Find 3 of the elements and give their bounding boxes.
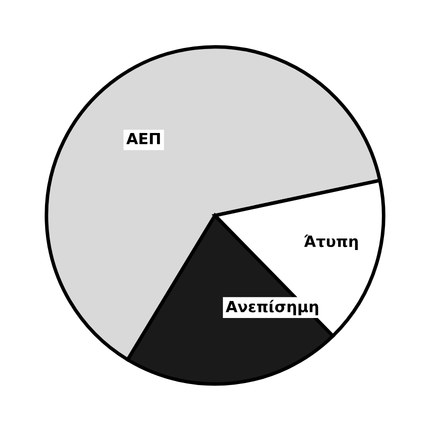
slice-label: Άτυπη: [304, 234, 358, 250]
slice-label: ΑΕΠ: [126, 133, 160, 144]
slice-label: Ανεπίσημη: [226, 300, 318, 316]
